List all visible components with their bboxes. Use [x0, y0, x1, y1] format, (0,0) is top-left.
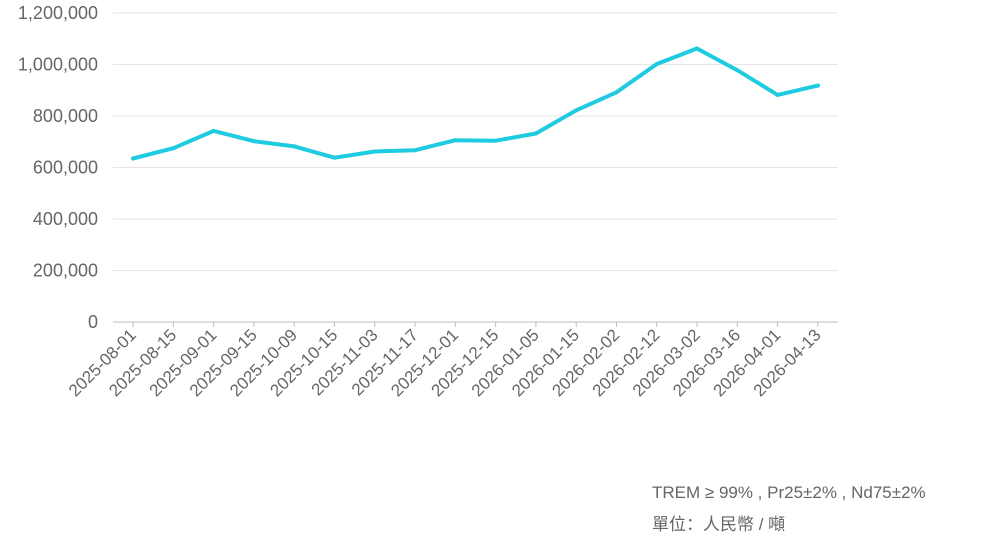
data-point: [614, 90, 619, 95]
data-point: [211, 128, 216, 133]
x-axis-ticks: 2025-08-012025-08-152025-09-012025-09-15…: [65, 322, 825, 400]
data-point: [815, 83, 820, 88]
y-tick-label: 1,000,000: [18, 55, 98, 75]
data-point: [372, 149, 377, 154]
y-tick-label: 600,000: [33, 158, 98, 178]
data-point: [413, 148, 418, 153]
y-tick-label: 200,000: [33, 261, 98, 281]
grid-lines: [113, 12, 838, 271]
data-point: [453, 138, 458, 143]
spec-note: TREM ≥ 99% , Pr25±2% , Nd75±2%: [652, 483, 926, 502]
y-tick-label: 400,000: [33, 209, 98, 229]
y-tick-label: 800,000: [33, 106, 98, 126]
data-point: [735, 68, 740, 73]
data-point: [332, 155, 337, 160]
data-point: [695, 46, 700, 51]
data-point: [533, 131, 538, 136]
y-tick-label: 0: [88, 312, 98, 332]
data-point: [574, 108, 579, 113]
data-point: [654, 61, 659, 66]
y-tick-label: 1,200,000: [18, 3, 98, 23]
y-axis-ticks: 0 200,000 400,000 600,000 800,000 1,000,000 1,…: [18, 3, 98, 332]
data-point: [131, 156, 136, 161]
data-point: [493, 138, 498, 143]
series-line: [131, 46, 820, 161]
data-point: [775, 92, 780, 97]
unit-note: 單位：人民幣 / 噸: [652, 515, 786, 534]
line-chart: 0 200,000 400,000 600,000 800,000 1,000,000 1,…: [18, 3, 838, 400]
data-point: [292, 144, 297, 149]
data-point: [171, 146, 176, 151]
series-group: [131, 46, 820, 161]
data-point: [251, 139, 256, 144]
